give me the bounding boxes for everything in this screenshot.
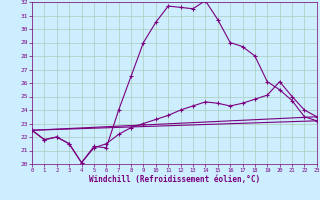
X-axis label: Windchill (Refroidissement éolien,°C): Windchill (Refroidissement éolien,°C) (89, 175, 260, 184)
